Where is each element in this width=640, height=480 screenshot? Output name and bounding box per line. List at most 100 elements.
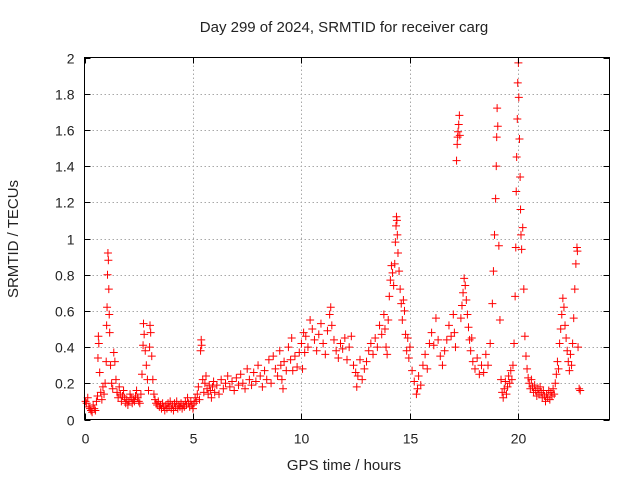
- data-point: [360, 364, 369, 373]
- grid-lines: [84, 57, 610, 420]
- data-point: [319, 339, 328, 348]
- data-point: [103, 270, 112, 279]
- data-point: [219, 384, 228, 393]
- data-point: [232, 373, 241, 382]
- data-point: [516, 172, 525, 181]
- data-point: [336, 339, 345, 348]
- data-point: [300, 348, 309, 357]
- data-point: [465, 335, 474, 344]
- data-point: [552, 370, 561, 379]
- data-point: [556, 325, 565, 333]
- data-point: [83, 393, 92, 402]
- data-point: [510, 339, 519, 348]
- data-point: [455, 111, 464, 120]
- data-point: [575, 384, 584, 393]
- y-tick-label: 0.2: [55, 376, 75, 392]
- data-point: [200, 379, 209, 388]
- data-point: [493, 122, 502, 131]
- data-point: [110, 357, 119, 366]
- data-point: [208, 382, 217, 391]
- data-point: [123, 401, 132, 410]
- data-point: [403, 334, 412, 343]
- data-point: [141, 346, 150, 355]
- data-point: [316, 319, 325, 328]
- x-tick-label: 10: [294, 431, 310, 447]
- data-point: [425, 339, 434, 348]
- data-point: [513, 78, 522, 87]
- data-point: [105, 310, 114, 319]
- data-point: [470, 364, 479, 373]
- axis-ticks: [84, 57, 610, 421]
- data-point: [207, 393, 216, 402]
- data-point: [323, 326, 332, 335]
- data-point: [142, 361, 151, 370]
- data-point: [523, 364, 532, 373]
- data-point: [392, 221, 401, 230]
- data-point: [369, 350, 378, 359]
- data-point: [276, 361, 285, 370]
- data-point: [473, 353, 482, 362]
- data-point: [489, 267, 498, 276]
- data-point: [521, 352, 530, 361]
- data-point: [139, 319, 148, 328]
- data-point: [530, 381, 539, 390]
- data-point: [308, 325, 317, 333]
- data-point: [111, 375, 120, 384]
- data-point: [462, 296, 471, 305]
- data-point: [334, 353, 343, 362]
- data-point: [514, 93, 523, 102]
- data-point: [517, 245, 526, 254]
- data-point: [444, 321, 453, 330]
- data-point: [149, 390, 158, 399]
- data-point: [570, 285, 579, 294]
- data-point: [286, 355, 295, 364]
- data-point: [499, 393, 508, 402]
- data-point: [321, 350, 330, 359]
- data-point: [527, 375, 536, 384]
- data-point: [494, 241, 503, 250]
- data-point: [254, 361, 263, 370]
- data-point: [301, 332, 310, 341]
- data-point: [454, 120, 463, 129]
- data-point: [194, 382, 203, 391]
- data-point: [148, 375, 157, 384]
- data-point: [431, 314, 440, 323]
- data-point: [418, 361, 427, 370]
- data-point: [91, 406, 100, 415]
- data-point: [568, 339, 577, 348]
- data-point: [511, 243, 520, 252]
- data-point: [104, 285, 113, 294]
- data-point: [497, 375, 506, 384]
- data-point: [284, 343, 293, 352]
- x-axis-label: GPS time / hours: [287, 457, 401, 474]
- data-point: [452, 156, 461, 165]
- data-point: [297, 339, 306, 348]
- data-point: [279, 384, 288, 393]
- data-point: [382, 343, 391, 352]
- data-point: [193, 390, 202, 399]
- data-point: [559, 303, 568, 312]
- data-point: [290, 352, 299, 361]
- data-point: [456, 314, 465, 323]
- data-point: [234, 381, 243, 390]
- data-point: [555, 339, 564, 348]
- data-point: [421, 350, 430, 359]
- data-point: [492, 162, 501, 171]
- y-tick-labels: 0 0.2 0.4 0.6 0.8 1 1.2 1.4 1.6 1.8 2: [55, 51, 75, 429]
- data-point: [349, 361, 358, 370]
- data-point: [90, 404, 99, 413]
- data-point: [209, 377, 218, 386]
- data-point: [459, 288, 468, 297]
- data-point: [464, 323, 473, 332]
- data-point: [375, 321, 384, 330]
- data-point: [571, 259, 580, 268]
- data-point: [557, 310, 566, 319]
- data-point: [118, 391, 127, 400]
- data-point: [449, 310, 458, 319]
- data-point: [460, 274, 469, 283]
- data-point: [210, 388, 219, 397]
- data-point: [146, 328, 155, 337]
- data-point: [215, 390, 224, 399]
- data-point: [299, 328, 308, 337]
- data-point: [414, 372, 423, 381]
